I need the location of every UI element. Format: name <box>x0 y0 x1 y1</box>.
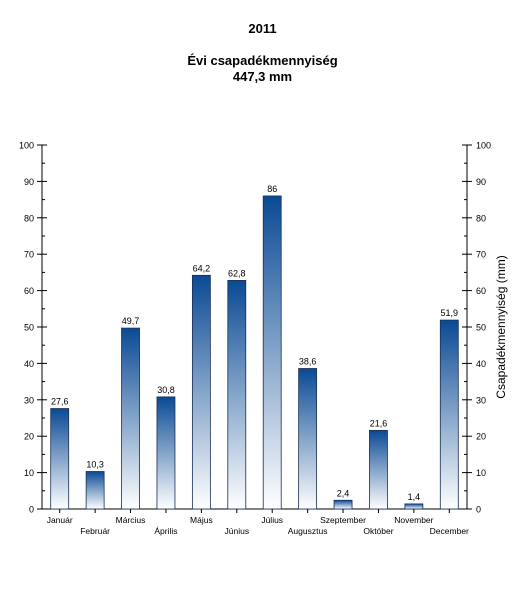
x-tick-label: Szeptember <box>320 515 366 525</box>
chart-subtitle: Évi csapadékmennyiség <box>187 53 338 68</box>
y-tick-label-right: 10 <box>476 468 486 478</box>
bar-value-label: 62,8 <box>228 268 246 278</box>
bar-value-label: 2,4 <box>337 488 350 498</box>
y-tick-label-left: 30 <box>24 395 34 405</box>
y-tick-label-left: 20 <box>24 432 34 442</box>
x-tick-label: Március <box>116 515 146 525</box>
y-tick-label-right: 20 <box>476 432 486 442</box>
x-tick-label: Augusztus <box>288 526 328 536</box>
bar <box>191 274 211 510</box>
y-tick-label-right: 90 <box>476 177 486 187</box>
chart-title: 2011 <box>248 21 277 36</box>
y-tick-label-left: 0 <box>29 505 34 515</box>
x-tick-label: Július <box>261 515 283 525</box>
x-tick-label: Február <box>80 526 110 536</box>
y-tick-label-left: 80 <box>24 213 34 223</box>
bar <box>298 368 318 510</box>
chart-total: 447,3 mm <box>232 69 293 84</box>
y-tick-label-left: 60 <box>24 286 34 296</box>
x-tick-label: Június <box>225 526 250 536</box>
y-tick-label-right: 60 <box>476 286 486 296</box>
bar-value-label: 51,9 <box>441 308 459 318</box>
bar <box>333 499 353 510</box>
bar-value-label: 27,6 <box>51 397 69 407</box>
y-tick-label-left: 100 <box>19 141 34 151</box>
bar-value-label: 21,6 <box>370 418 388 428</box>
y-tick-label-right: 40 <box>476 359 486 369</box>
bar <box>121 327 140 510</box>
bar <box>85 471 105 510</box>
y-tick-label-right: 70 <box>476 250 486 260</box>
y-tick-label-right: 50 <box>476 323 486 333</box>
bar <box>50 408 70 510</box>
bar <box>404 503 424 510</box>
bar <box>369 429 388 510</box>
bar <box>156 396 176 510</box>
x-tick-label: Január <box>47 515 73 525</box>
y-tick-label-left: 90 <box>24 177 34 187</box>
bar-value-label: 38,6 <box>299 356 317 366</box>
x-tick-label: Május <box>190 515 213 525</box>
x-tick-label: November <box>394 515 433 525</box>
y-tick-label-right: 30 <box>476 395 486 405</box>
bar <box>439 319 459 510</box>
bar <box>227 280 247 510</box>
x-tick-label: Október <box>363 526 393 536</box>
bar-value-label: 49,7 <box>122 316 140 326</box>
bar-value-label: 64,2 <box>193 263 211 273</box>
y-tick-label-right: 0 <box>476 505 481 515</box>
y-tick-label-left: 50 <box>24 323 34 333</box>
y-tick-label-right: 80 <box>476 213 486 223</box>
y-tick-label-left: 40 <box>24 359 34 369</box>
bar-value-label: 1,4 <box>408 492 421 502</box>
y-tick-label-left: 10 <box>24 468 34 478</box>
bar-value-label: 86 <box>267 184 277 194</box>
bar <box>262 195 282 510</box>
y-tick-label-right: 100 <box>476 141 491 151</box>
bar-value-label: 10,3 <box>86 460 104 470</box>
x-tick-label: December <box>430 526 469 536</box>
x-tick-label: Április <box>154 526 177 536</box>
y-tick-label-left: 70 <box>24 250 34 260</box>
bar-value-label: 30,8 <box>157 385 175 395</box>
y-axis-title: Csapadékmennyiség (mm) <box>494 255 508 398</box>
